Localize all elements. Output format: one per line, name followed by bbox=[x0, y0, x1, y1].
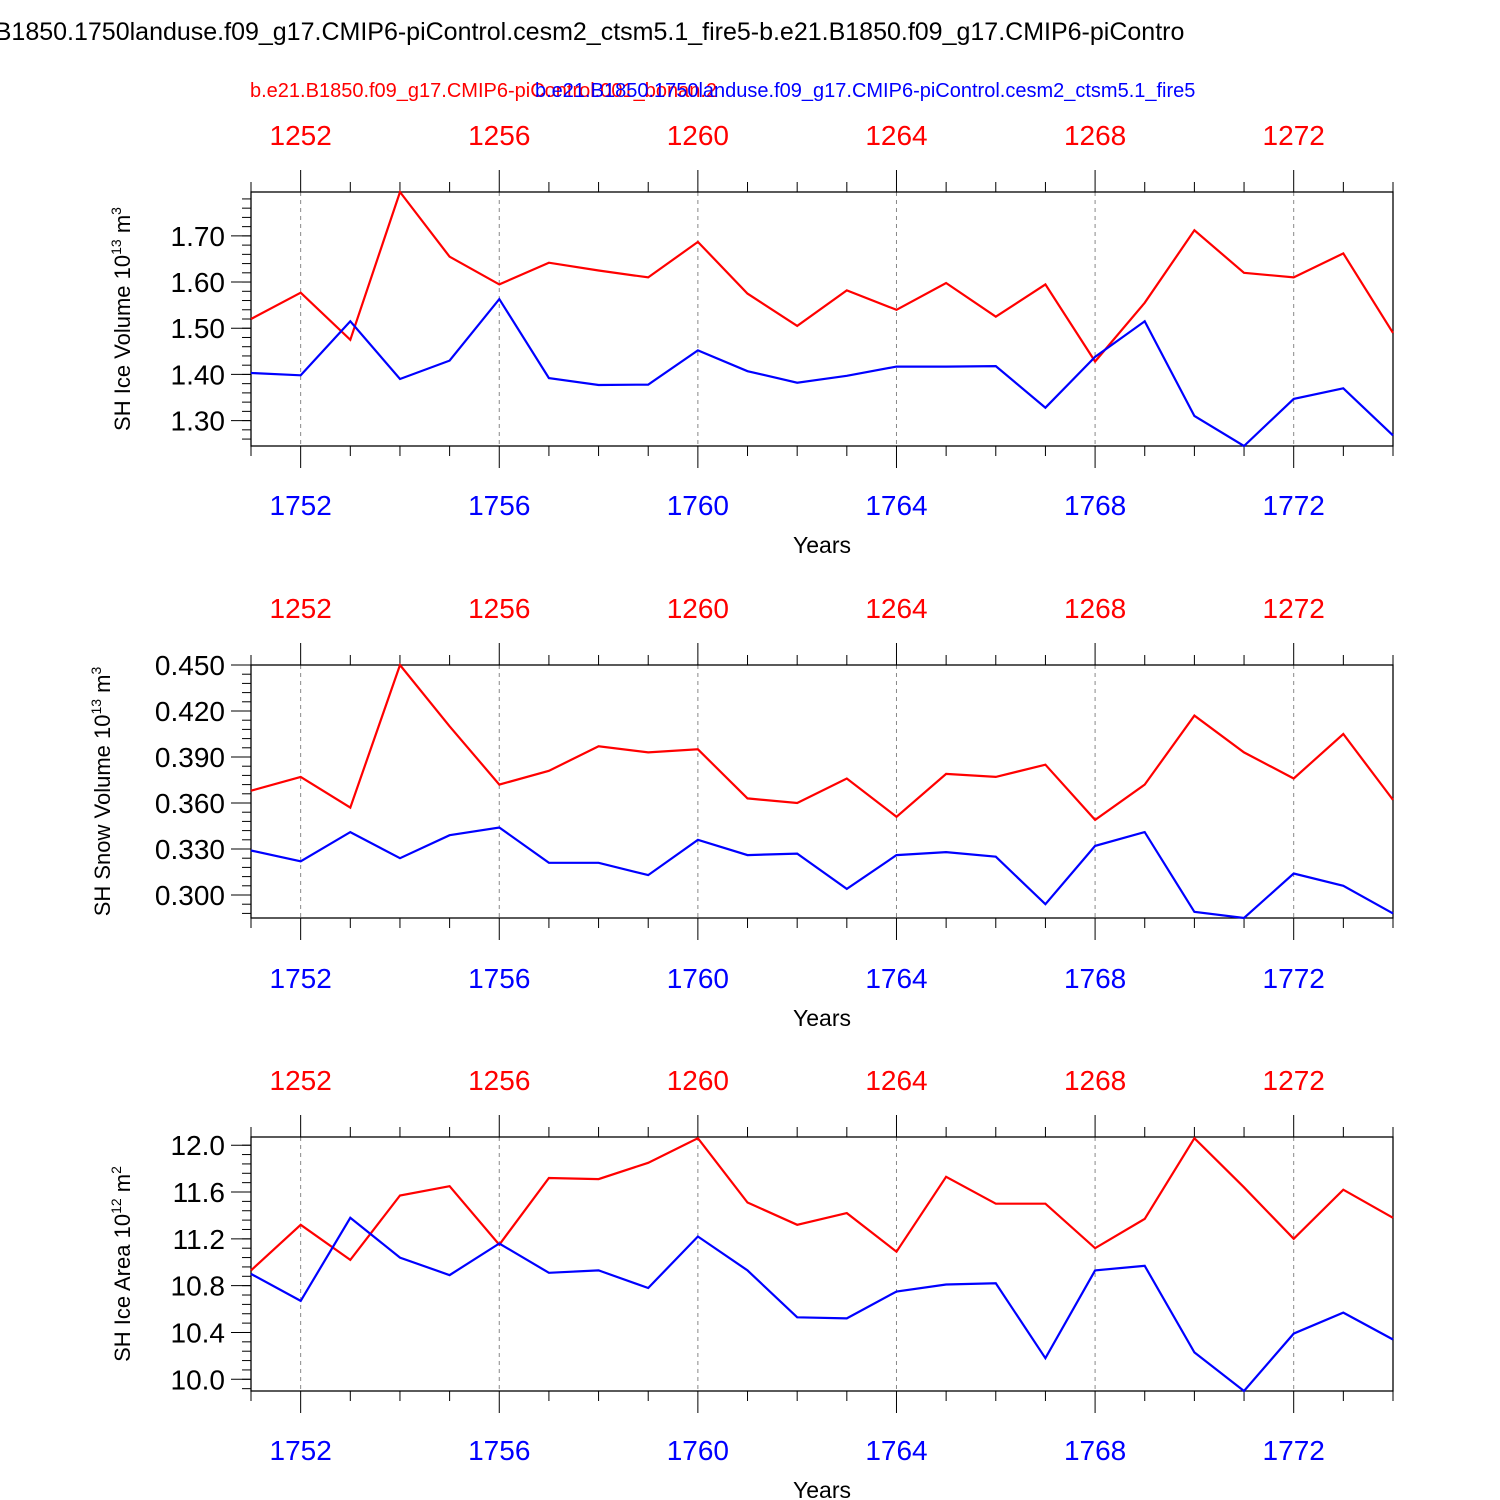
series-line-red bbox=[250, 1136, 1394, 1272]
case-label-left: b.e21.B1850.f09_g17.CMIP6-piControl.001_… bbox=[250, 80, 718, 102]
y-tick-label: 10.4 bbox=[171, 1317, 226, 1348]
bottom-tick-label: 1764 bbox=[865, 963, 927, 994]
bottom-tick-label: 1756 bbox=[468, 1435, 530, 1466]
top-tick-label: 1272 bbox=[1263, 593, 1325, 624]
top-tick-label: 1264 bbox=[865, 593, 927, 624]
bottom-tick-label: 1768 bbox=[1064, 963, 1126, 994]
bottom-tick-label: 1772 bbox=[1263, 1435, 1325, 1466]
top-tick-label: 1272 bbox=[1263, 1065, 1325, 1096]
y-axis-label: SH Snow Volume 1013 m3 bbox=[88, 666, 115, 916]
top-tick-label: 1256 bbox=[468, 593, 530, 624]
plot-frame bbox=[250, 1136, 1394, 1392]
bottom-tick-label: 1752 bbox=[270, 1435, 332, 1466]
top-tick-label: 1252 bbox=[270, 1065, 332, 1096]
bottom-tick-label: 1760 bbox=[667, 490, 729, 521]
series-line-blue bbox=[250, 1216, 1394, 1393]
top-tick-label: 1264 bbox=[865, 120, 927, 151]
bottom-tick-label: 1756 bbox=[468, 490, 530, 521]
y-tick-label: 1.40 bbox=[171, 359, 226, 390]
y-tick-label: 12.0 bbox=[171, 1130, 226, 1161]
top-tick-label: 1260 bbox=[667, 120, 729, 151]
top-tick-label: 1256 bbox=[468, 1065, 530, 1096]
y-tick-label: 11.2 bbox=[173, 1224, 225, 1255]
bottom-tick-label: 1752 bbox=[270, 963, 332, 994]
y-tick-label: 0.330 bbox=[155, 834, 225, 865]
y-tick-label: 0.360 bbox=[155, 788, 225, 819]
top-tick-label: 1268 bbox=[1064, 593, 1126, 624]
x-axis-label: Years bbox=[793, 1005, 851, 1031]
top-tick-label: 1252 bbox=[270, 120, 332, 151]
series-line-blue bbox=[250, 826, 1394, 920]
bottom-tick-label: 1764 bbox=[865, 490, 927, 521]
x-axis-label: Years bbox=[793, 532, 851, 558]
bottom-tick-label: 1756 bbox=[468, 963, 530, 994]
top-tick-label: 1268 bbox=[1064, 1065, 1126, 1096]
case-label-right: b.e21.B1850.1750landuse.f09_g17.CMIP6-pi… bbox=[535, 80, 1196, 102]
bottom-tick-label: 1772 bbox=[1263, 963, 1325, 994]
top-tick-label: 1264 bbox=[865, 1065, 927, 1096]
bottom-tick-label: 1764 bbox=[865, 1435, 927, 1466]
series-line-red bbox=[250, 662, 1394, 822]
series-line-red bbox=[250, 189, 1394, 364]
panel-1: 1252 1256 1260 1264 1268 1272 1752 1756 1760 1764… bbox=[108, 120, 1394, 558]
bottom-tick-label: 1768 bbox=[1064, 1435, 1126, 1466]
y-tick-label: 10.8 bbox=[171, 1271, 226, 1302]
y-axis-label: SH Ice Volume 1013 m3 bbox=[108, 207, 135, 431]
top-tick-label: 1260 bbox=[667, 593, 729, 624]
panel-3: 1252 1256 1260 1264 1268 1272 1752 1756 1760 1764… bbox=[108, 1065, 1394, 1500]
y-tick-label: 11.6 bbox=[173, 1177, 225, 1208]
y-tick-label: 0.390 bbox=[155, 742, 225, 773]
y-tick-label: 0.420 bbox=[155, 696, 225, 727]
top-tick-label: 1268 bbox=[1064, 120, 1126, 151]
bottom-tick-label: 1768 bbox=[1064, 490, 1126, 521]
bottom-tick-label: 1772 bbox=[1263, 490, 1325, 521]
top-tick-label: 1256 bbox=[468, 120, 530, 151]
top-tick-label: 1260 bbox=[667, 1065, 729, 1096]
y-tick-label: 0.450 bbox=[155, 650, 225, 681]
plot-frame bbox=[250, 664, 1394, 919]
y-tick-label: 1.60 bbox=[171, 267, 226, 298]
y-tick-label: 10.0 bbox=[171, 1364, 226, 1395]
y-tick-label: 1.30 bbox=[171, 406, 226, 437]
main-title: 21.B1850.1750landuse.f09_g17.CMIP6-piCon… bbox=[0, 18, 1185, 46]
top-tick-label: 1272 bbox=[1263, 120, 1325, 151]
bottom-tick-label: 1760 bbox=[667, 1435, 729, 1466]
series-line-blue bbox=[250, 297, 1394, 448]
bottom-tick-label: 1760 bbox=[667, 963, 729, 994]
panel-2: 1252 1256 1260 1264 1268 1272 1752 1756 1760 1764… bbox=[88, 593, 1394, 1031]
y-tick-label: 0.300 bbox=[155, 880, 225, 911]
plot-frame bbox=[250, 191, 1394, 447]
y-axis-label: SH Ice Area 1012 m2 bbox=[108, 1166, 135, 1362]
y-tick-label: 1.70 bbox=[171, 221, 226, 252]
top-tick-label: 1252 bbox=[270, 593, 332, 624]
bottom-tick-label: 1752 bbox=[270, 490, 332, 521]
y-tick-label: 1.50 bbox=[171, 313, 226, 344]
x-axis-label: Years bbox=[793, 1477, 851, 1500]
